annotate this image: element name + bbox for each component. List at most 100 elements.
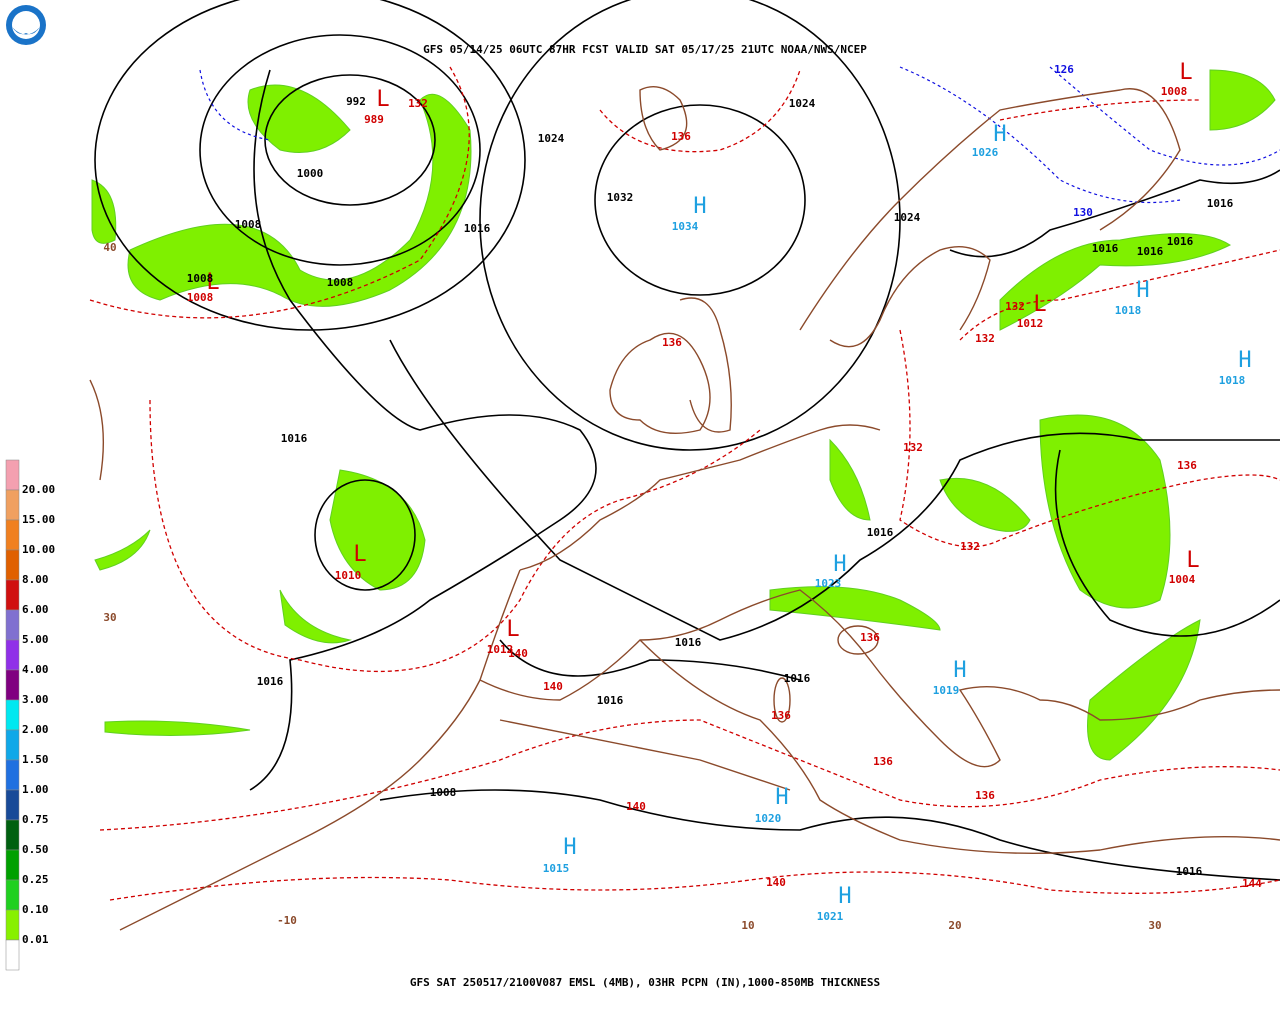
isobar-label: 1024 bbox=[789, 97, 816, 110]
isobar-label: 1016 bbox=[1207, 197, 1234, 210]
thickness-label: 132 bbox=[1005, 300, 1025, 313]
thickness-label: 136 bbox=[1177, 459, 1197, 472]
thickness-label: 136 bbox=[671, 130, 691, 143]
pressure-value: 1010 bbox=[335, 569, 362, 582]
legend-label: 5.00 bbox=[22, 633, 49, 646]
pressure-symbol: H bbox=[693, 194, 706, 219]
legend-swatch bbox=[5, 489, 20, 521]
caption: GFS SAT 250517/2100V087 EMSL (4MB), 03HR… bbox=[410, 976, 880, 989]
pressure-symbol: L bbox=[206, 270, 219, 295]
thickness-label: 136 bbox=[860, 631, 880, 644]
thickness-label: 140 bbox=[766, 876, 786, 889]
pressure-symbol: L bbox=[1186, 548, 1199, 573]
legend-swatch bbox=[5, 459, 20, 491]
pressure-symbol: L bbox=[1033, 292, 1046, 317]
legend-swatch bbox=[5, 699, 20, 731]
isobar-label: 1008 bbox=[235, 218, 262, 231]
grid-label: 30 bbox=[1148, 919, 1161, 932]
pressure-value: 1015 bbox=[543, 862, 570, 875]
thickness-lines bbox=[89, 66, 1280, 901]
thickness-label: 144 bbox=[1242, 877, 1262, 890]
isobar-label: 1016 bbox=[597, 694, 624, 707]
pressure-value: 1021 bbox=[817, 910, 844, 923]
pressure-symbol: H bbox=[1136, 278, 1149, 303]
isobar-label: 1016 bbox=[257, 675, 284, 688]
legend-label: 4.00 bbox=[22, 663, 49, 676]
color-legend: 20.00 15.00 10.00 8.00 6.00 5.00 4.00 3.00 2.00 1… bbox=[5, 459, 55, 971]
pressure-value: 1018 bbox=[1115, 304, 1142, 317]
isobar-label: 1008 bbox=[187, 272, 214, 285]
isobar-label: 1024 bbox=[894, 211, 921, 224]
pressure-symbol: H bbox=[775, 785, 788, 810]
legend-label: 1.50 bbox=[22, 753, 49, 766]
pressure-symbol: L bbox=[376, 87, 389, 112]
pressure-value: 989 bbox=[364, 113, 384, 126]
pressure-value: 1004 bbox=[1169, 573, 1196, 586]
isobar-label: 1016 bbox=[1092, 242, 1119, 255]
legend-swatch bbox=[5, 579, 20, 611]
pressure-symbol: L bbox=[506, 617, 519, 642]
grid-label: 40 bbox=[103, 241, 116, 254]
pressure-value: 1008 bbox=[1161, 85, 1188, 98]
legend-label: 20.00 bbox=[22, 483, 55, 496]
pressure-value: 1020 bbox=[755, 812, 782, 825]
pressure-symbol: L bbox=[1179, 60, 1192, 85]
pressure-value: 1008 bbox=[187, 291, 214, 304]
legend-swatch bbox=[5, 789, 20, 821]
legend-label: 10.00 bbox=[22, 543, 55, 556]
pressure-value: 1019 bbox=[933, 684, 960, 697]
pressure-symbol: L bbox=[353, 542, 366, 567]
thickness-label: 132 bbox=[903, 441, 923, 454]
pressure-value: 1023 bbox=[815, 577, 842, 590]
legend-label: 2.00 bbox=[22, 723, 49, 736]
isobar-label: 1016 bbox=[1137, 245, 1164, 258]
precipitation bbox=[91, 69, 1276, 761]
isobar-label: 1016 bbox=[464, 222, 491, 235]
isobar-label: 1024 bbox=[538, 132, 565, 145]
map-labels: L989L1008L1010L1012H1034H1026H1018H1018H… bbox=[103, 60, 1262, 932]
legend-label: 6.00 bbox=[22, 603, 49, 616]
pressure-value: 1012 bbox=[1017, 317, 1044, 330]
pressure-symbol: H bbox=[563, 835, 576, 860]
legend-swatch bbox=[5, 639, 20, 671]
isobar-label: 1016 bbox=[784, 672, 811, 685]
legend-swatch bbox=[5, 609, 20, 641]
grid-label: 30 bbox=[103, 611, 116, 624]
pressure-symbol: H bbox=[1238, 348, 1251, 373]
legend-swatch bbox=[5, 759, 20, 791]
legend-swatch bbox=[5, 669, 20, 701]
thickness-label: 140 bbox=[626, 800, 646, 813]
isobar-label: 1008 bbox=[327, 276, 354, 289]
thickness-label: 136 bbox=[873, 755, 893, 768]
grid-label: 10 bbox=[741, 919, 754, 932]
thickness-label: 132 bbox=[975, 332, 995, 345]
map: L989L1008L1010L1012H1034H1026H1018H1018H… bbox=[89, 0, 1280, 933]
isobar-label: 992 bbox=[346, 95, 366, 108]
thickness-label: 132 bbox=[408, 97, 428, 110]
pressure-value: 1012 bbox=[487, 643, 514, 656]
legend-swatch bbox=[5, 879, 20, 911]
pressure-symbol: H bbox=[838, 884, 851, 909]
title: GFS 05/14/25 06UTC 87HR FCST VALID SAT 0… bbox=[423, 43, 867, 56]
legend-label: 1.00 bbox=[22, 783, 49, 796]
thickness-label: 140 bbox=[543, 680, 563, 693]
isobar-label: 1016 bbox=[281, 432, 308, 445]
legend-swatch bbox=[5, 939, 20, 971]
thickness-label: 140 bbox=[508, 647, 528, 660]
isobar-label: 1008 bbox=[430, 786, 457, 799]
pressure-value: 1018 bbox=[1219, 374, 1246, 387]
noaa-logo bbox=[6, 5, 46, 45]
thickness-label: 126 bbox=[1054, 63, 1074, 76]
thickness-label: 136 bbox=[975, 789, 995, 802]
legend-label: 0.25 bbox=[22, 873, 49, 886]
cold-thickness bbox=[199, 66, 1280, 204]
legend-swatch bbox=[5, 729, 20, 761]
pressure-value: 1034 bbox=[672, 220, 699, 233]
legend-swatch bbox=[5, 819, 20, 851]
legend-label: 3.00 bbox=[22, 693, 49, 706]
thickness-label: 132 bbox=[960, 540, 980, 553]
legend-label: 15.00 bbox=[22, 513, 55, 526]
legend-swatch bbox=[5, 849, 20, 881]
pressure-symbol: H bbox=[953, 658, 966, 683]
